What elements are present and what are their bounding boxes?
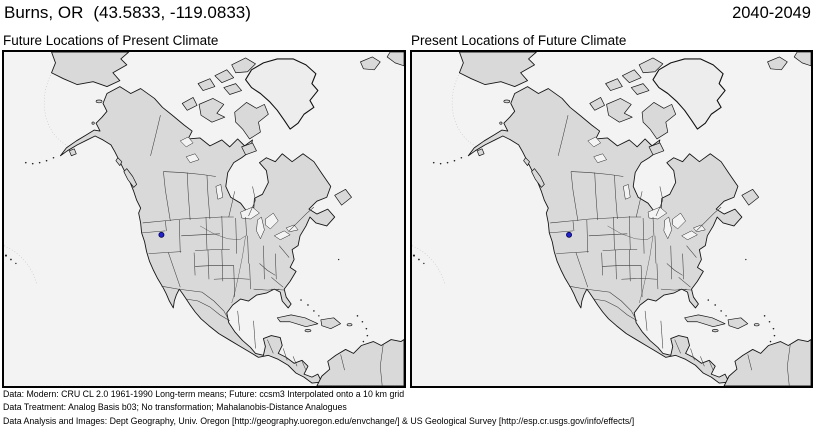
location-coordinates: (43.5833, -119.0833)	[93, 3, 251, 22]
map-label-present-locations: Present Locations of Future Climate	[411, 33, 627, 48]
page-title: Burns, OR (43.5833, -119.0833)	[4, 3, 251, 23]
footer-data-line: Data: Modern: CRU CL 2.0 1961-1990 Long-…	[3, 389, 405, 399]
north-america-map	[4, 52, 404, 386]
period-label: 2040-2049	[732, 4, 811, 22]
footer-treatment-line: Data Treatment: Analog Basis b03; No tra…	[3, 402, 347, 413]
location-marker	[158, 231, 165, 238]
north-america-map	[412, 52, 811, 386]
footer-analysis-line: Data Analysis and Images: Dept Geography…	[3, 415, 635, 426]
location-marker	[566, 231, 572, 238]
map-future-locations-of-present-climate	[2, 50, 406, 388]
map-present-locations-of-future-climate	[410, 50, 813, 388]
location-name: Burns, OR	[4, 3, 84, 22]
map-label-future-locations: Future Locations of Present Climate	[3, 33, 219, 48]
footer-credits: Data: Modern: CRU CL 2.0 1961-1990 Long-…	[3, 388, 634, 428]
